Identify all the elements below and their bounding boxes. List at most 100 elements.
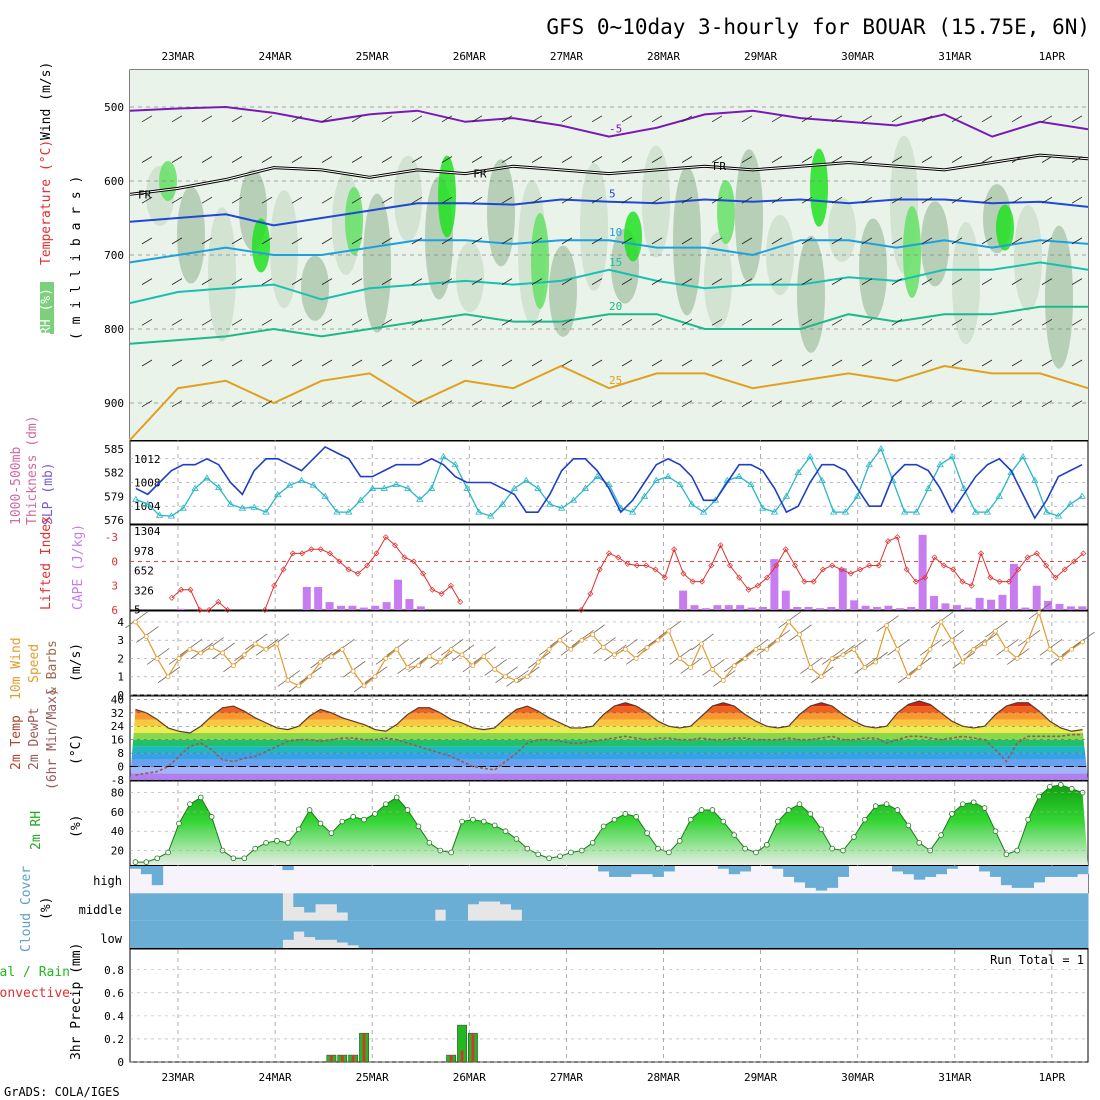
temp-band	[130, 719, 1088, 727]
rh-shading-blob	[549, 245, 577, 337]
rh-point	[894, 807, 901, 813]
upper-wind-barb	[771, 196, 783, 204]
upper-wind-barb	[231, 318, 243, 326]
upper-wind-barb	[711, 318, 723, 326]
cloud-cell-middle	[521, 893, 534, 921]
upper-wind-barb	[951, 156, 963, 163]
date-label-bottom: 29MAR	[744, 1071, 777, 1084]
cloud-cell-low	[587, 920, 599, 948]
rh-point	[208, 813, 215, 820]
upper-wind-barb	[681, 196, 693, 204]
rh-point	[818, 826, 825, 833]
rh-moist-blob	[624, 211, 642, 262]
cloud-cell-middle	[151, 893, 164, 921]
cloud-cell-high	[652, 866, 664, 877]
rh-point	[1014, 847, 1021, 854]
wind-speed-point	[720, 677, 726, 683]
cloud-cell-low	[521, 920, 534, 948]
upper-wind-barb	[441, 115, 453, 123]
upper-wind-barb	[921, 359, 933, 367]
upper-wind-barb	[801, 278, 813, 285]
upper-wind-barb	[891, 400, 903, 408]
thickness-point	[404, 484, 412, 491]
lifted-index-point	[801, 578, 808, 585]
upper-wind-barb	[201, 196, 213, 204]
precip-convective-bar	[449, 1055, 453, 1062]
cloud-cell-middle	[1055, 893, 1067, 921]
upper-wind-barb	[381, 400, 393, 408]
thickness-point	[1031, 476, 1039, 483]
cloud-cell-low	[837, 920, 849, 948]
upper-wind-barb	[621, 359, 633, 367]
wind-speed-point	[916, 665, 922, 671]
rh-point	[317, 820, 324, 827]
cloud-cell-middle	[663, 893, 675, 921]
thickness-point	[155, 511, 164, 518]
cloud-cell-middle	[783, 893, 795, 921]
cloud-cell-middle	[467, 893, 479, 905]
cloud-cell-high	[837, 866, 849, 877]
upper-wind-barb	[771, 318, 783, 326]
cloud-cell-middle	[347, 893, 360, 921]
lifted-index-point	[792, 562, 799, 569]
wind-speed-point	[938, 619, 944, 625]
cloud-cell-high	[728, 866, 741, 875]
upper-wind-barb	[291, 115, 303, 123]
wind-speed-point	[209, 645, 215, 650]
lifted-index-point	[187, 586, 194, 593]
cloud-cell-low	[227, 920, 240, 948]
thickness-point	[297, 476, 306, 483]
cape-bar	[1078, 606, 1087, 610]
lifted-index-point	[829, 562, 836, 569]
upper-wind-barb	[651, 278, 663, 285]
wind-speed-point	[535, 659, 541, 665]
upper-wind-barb	[831, 318, 843, 326]
wind-speed-point	[524, 674, 530, 680]
cloud-cell-middle	[391, 893, 403, 921]
wind-speed-point	[143, 634, 149, 639]
upper-wind-barb	[831, 400, 843, 408]
temp-tick-label: 24	[111, 720, 125, 733]
wind-speed-point	[372, 674, 378, 680]
thickness-point	[309, 481, 318, 488]
upper-wind-barb	[561, 359, 573, 367]
cloud-cell-low	[641, 920, 654, 948]
cloud-cell-low	[336, 920, 349, 943]
thickness-point	[333, 508, 341, 515]
upper-wind-barb	[381, 237, 393, 245]
thickness-point	[368, 484, 377, 491]
lifted-index-point	[680, 570, 687, 577]
wind-speed-line	[134, 610, 1083, 687]
lifted-index-tick-label: -3	[105, 531, 118, 544]
upper-wind-barb	[201, 237, 213, 245]
upper-wind-barb	[291, 156, 303, 163]
wind-speed-point	[459, 652, 465, 658]
wind-speed-point	[220, 650, 225, 656]
upper-wind-barb	[711, 278, 723, 285]
cloud-cell-middle	[336, 893, 349, 913]
wind-speed-point	[318, 659, 323, 665]
cloud-cell-high	[1022, 866, 1035, 888]
upper-wind-barb	[981, 115, 993, 123]
upper-wind-barb	[681, 318, 693, 326]
cloud-cell-middle	[206, 893, 218, 921]
upper-wind-barb	[411, 237, 423, 245]
upper-wind-barb	[411, 156, 423, 163]
thickness-point	[475, 508, 483, 515]
cloud-cell-low	[282, 920, 294, 940]
cloud-cell-middle	[554, 893, 566, 921]
cape-bar	[359, 607, 368, 610]
cape-tick-label: 978	[134, 545, 154, 558]
upper-wind-barb	[711, 400, 723, 408]
upper-wind-barb	[1041, 237, 1053, 245]
cloud-cell-middle	[184, 893, 196, 921]
cape-bar	[747, 607, 756, 610]
cape-bar	[838, 568, 847, 610]
upper-wind-barb	[231, 359, 243, 367]
upper-wind-barb	[351, 359, 363, 367]
rh-point	[753, 849, 759, 856]
cape-bar	[827, 606, 836, 610]
cape-bar	[1009, 563, 1018, 610]
cape-bar	[884, 605, 893, 610]
rh-shading-blob	[208, 207, 236, 342]
